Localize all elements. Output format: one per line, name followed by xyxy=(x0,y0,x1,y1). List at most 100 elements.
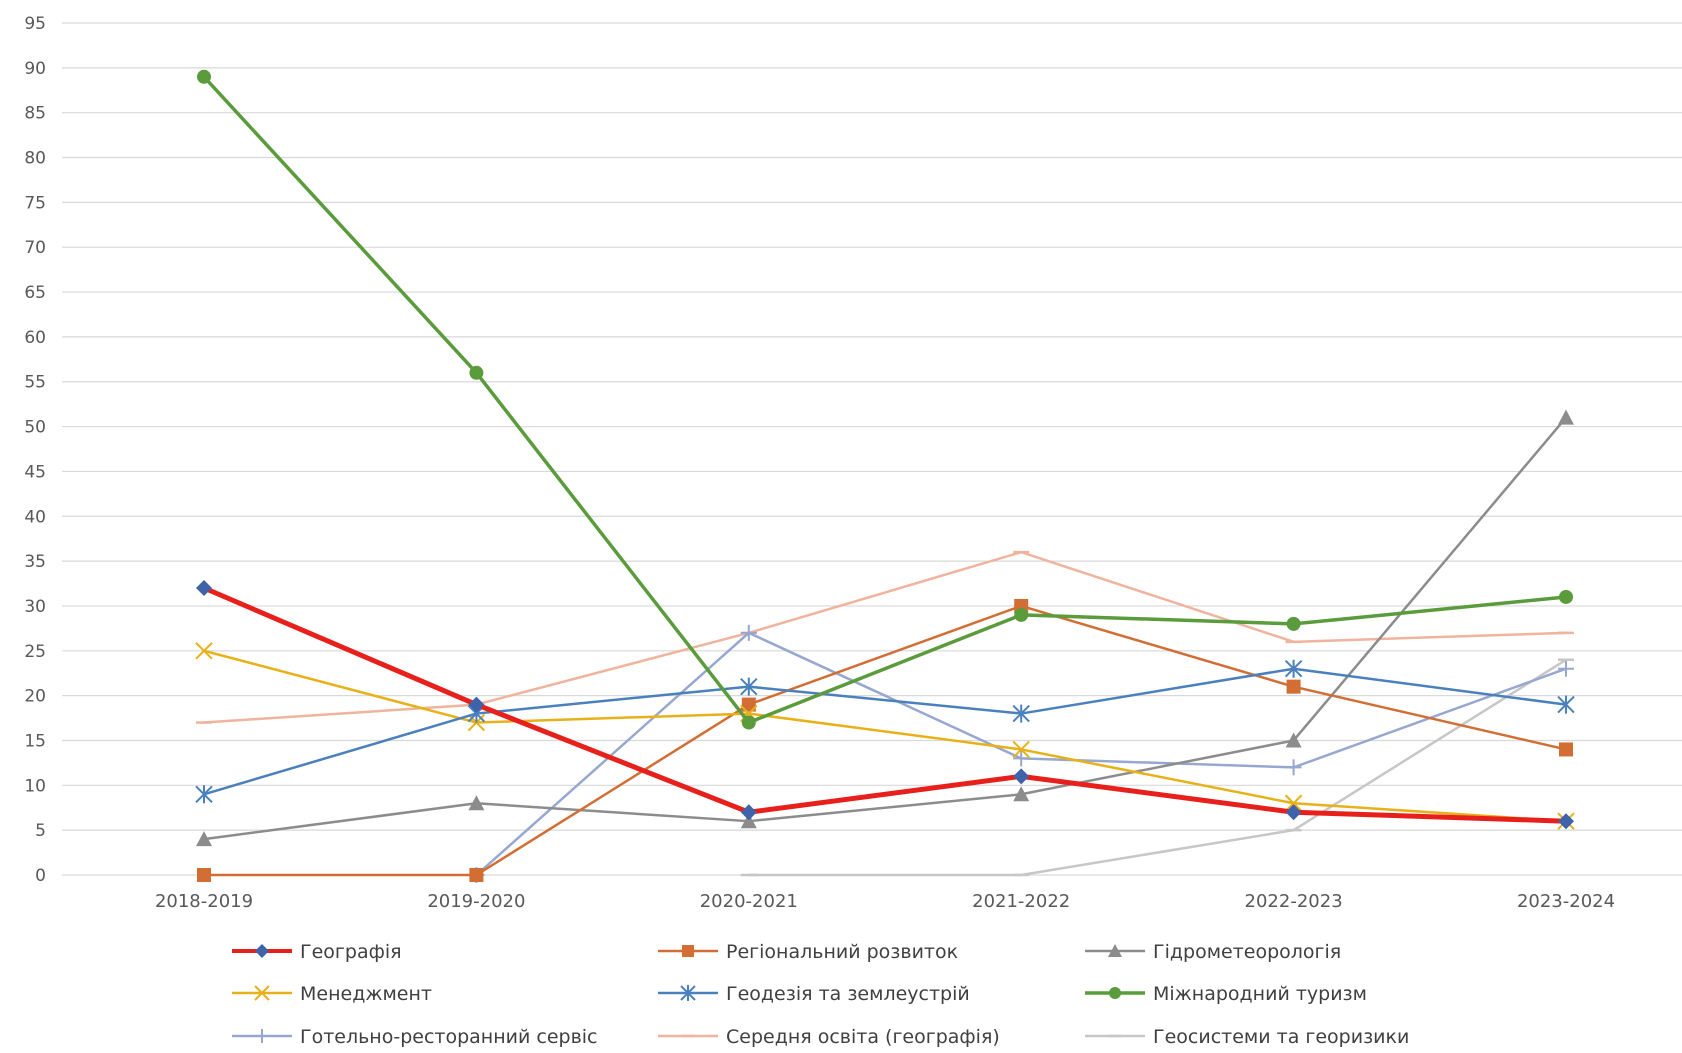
x-tick-label: 2019-2020 xyxy=(427,891,525,912)
data-point xyxy=(197,868,211,882)
data-point xyxy=(741,697,756,712)
data-point xyxy=(469,365,484,380)
data-point xyxy=(1012,740,1030,759)
legend: Географія Регіональний розвиток Гідрометео… xyxy=(232,941,1409,1048)
legend-item: Географія xyxy=(232,941,402,963)
x-axis-ticks: 2018-2019 2019-2020 2020-2021 2021-2022 2022… xyxy=(155,891,1615,912)
data-point xyxy=(254,985,270,1001)
legend-item: Регіональний розвиток xyxy=(658,941,958,963)
data-point xyxy=(740,813,757,829)
series-line xyxy=(203,649,1567,823)
legend-item: Готельно-ресторанний сервіс xyxy=(232,1026,598,1048)
data-point xyxy=(1557,695,1575,714)
y-tick-label: 55 xyxy=(24,373,46,393)
series-5 xyxy=(197,69,1573,730)
data-point xyxy=(1286,616,1301,631)
data-point xyxy=(741,715,756,730)
y-tick-label: 50 xyxy=(24,418,46,438)
data-point xyxy=(196,580,212,597)
data-point xyxy=(740,804,757,821)
data-point xyxy=(1559,742,1573,757)
data-point xyxy=(195,642,213,660)
y-tick-label: 85 xyxy=(24,104,46,124)
y-tick-label: 70 xyxy=(24,238,46,258)
series-line xyxy=(748,658,1567,877)
y-tick-label: 60 xyxy=(24,328,46,348)
data-point xyxy=(1012,704,1030,723)
data-point xyxy=(195,785,213,804)
legend-label: Геосистеми та георизики xyxy=(1153,1026,1409,1048)
y-tick-label: 65 xyxy=(24,283,46,303)
data-point xyxy=(1109,987,1121,999)
data-point xyxy=(1285,804,1302,821)
y-tick-label: 20 xyxy=(24,687,46,707)
legend-label: Міжнародний туризм xyxy=(1153,983,1367,1005)
y-tick-label: 90 xyxy=(24,59,46,79)
data-point xyxy=(468,696,485,713)
series-line xyxy=(203,550,1567,724)
legend-label: Гідрометеорологія xyxy=(1153,941,1341,963)
data-point xyxy=(740,624,757,641)
legend-label: Географія xyxy=(300,941,402,963)
y-axis-ticks: 0 5 10 15 20 25 30 35 40 45 50 55 60 65 70 75 80 85 90 95 xyxy=(24,14,46,886)
legend-item: Менеджмент xyxy=(232,983,432,1005)
y-tick-label: 95 xyxy=(24,14,46,34)
legend-item: Середня освіта (географія) xyxy=(658,1026,1000,1048)
data-point xyxy=(1558,660,1574,677)
series-line xyxy=(204,604,1567,877)
data-point xyxy=(197,69,211,84)
series-lines xyxy=(195,69,1575,883)
y-tick-label: 10 xyxy=(24,776,46,796)
series-4 xyxy=(195,659,1575,804)
data-point xyxy=(1108,944,1122,957)
y-tick-label: 35 xyxy=(24,552,46,572)
data-point xyxy=(1284,794,1303,812)
legend-label: Менеджмент xyxy=(300,983,432,1005)
data-point xyxy=(255,944,269,958)
data-point xyxy=(1286,679,1301,694)
data-point xyxy=(1284,659,1303,678)
x-tick-label: 2022-2023 xyxy=(1245,891,1343,912)
data-point xyxy=(682,945,694,957)
legend-label: Готельно-ресторанний сервіс xyxy=(300,1026,598,1048)
data-point xyxy=(1558,813,1574,830)
data-point xyxy=(1558,409,1574,425)
series-0 xyxy=(196,580,1574,830)
y-tick-label: 30 xyxy=(24,597,46,617)
y-tick-label: 45 xyxy=(24,462,46,482)
legend-label: Геодезія та землеустрій xyxy=(726,983,970,1005)
data-point xyxy=(255,1029,269,1043)
y-tick-label: 5 xyxy=(35,821,46,841)
legend-label: Регіональний розвиток xyxy=(726,941,958,963)
data-point xyxy=(1013,768,1030,785)
x-tick-label: 2023-2024 xyxy=(1517,891,1615,912)
y-tick-label: 15 xyxy=(24,731,46,751)
x-tick-label: 2021-2022 xyxy=(972,891,1070,912)
y-tick-label: 25 xyxy=(24,642,46,662)
legend-item: Міжнародний туризм xyxy=(1085,983,1367,1005)
series-line xyxy=(203,667,1567,796)
series-line xyxy=(202,75,1567,725)
y-tick-label: 40 xyxy=(24,507,46,527)
data-point xyxy=(680,985,696,1001)
data-point xyxy=(1014,607,1029,622)
y-tick-label: 0 xyxy=(35,866,46,886)
legend-item: Геодезія та землеустрій xyxy=(658,983,970,1005)
y-tick-label: 75 xyxy=(24,193,46,213)
series-line xyxy=(203,585,1567,824)
legend-item: Геосистеми та георизики xyxy=(1085,1026,1409,1048)
legend-label: Середня освіта (географія) xyxy=(726,1026,1000,1048)
data-point xyxy=(1285,732,1302,748)
data-point xyxy=(1013,750,1030,767)
series-line xyxy=(203,416,1567,841)
data-point xyxy=(1559,589,1573,604)
gridlines xyxy=(62,22,1682,876)
data-point xyxy=(468,795,485,811)
legend-item: Гідрометеорологія xyxy=(1085,941,1341,963)
x-tick-label: 2020-2021 xyxy=(700,891,798,912)
series-8 xyxy=(740,658,1574,877)
data-point xyxy=(196,831,212,847)
data-point xyxy=(740,677,758,696)
